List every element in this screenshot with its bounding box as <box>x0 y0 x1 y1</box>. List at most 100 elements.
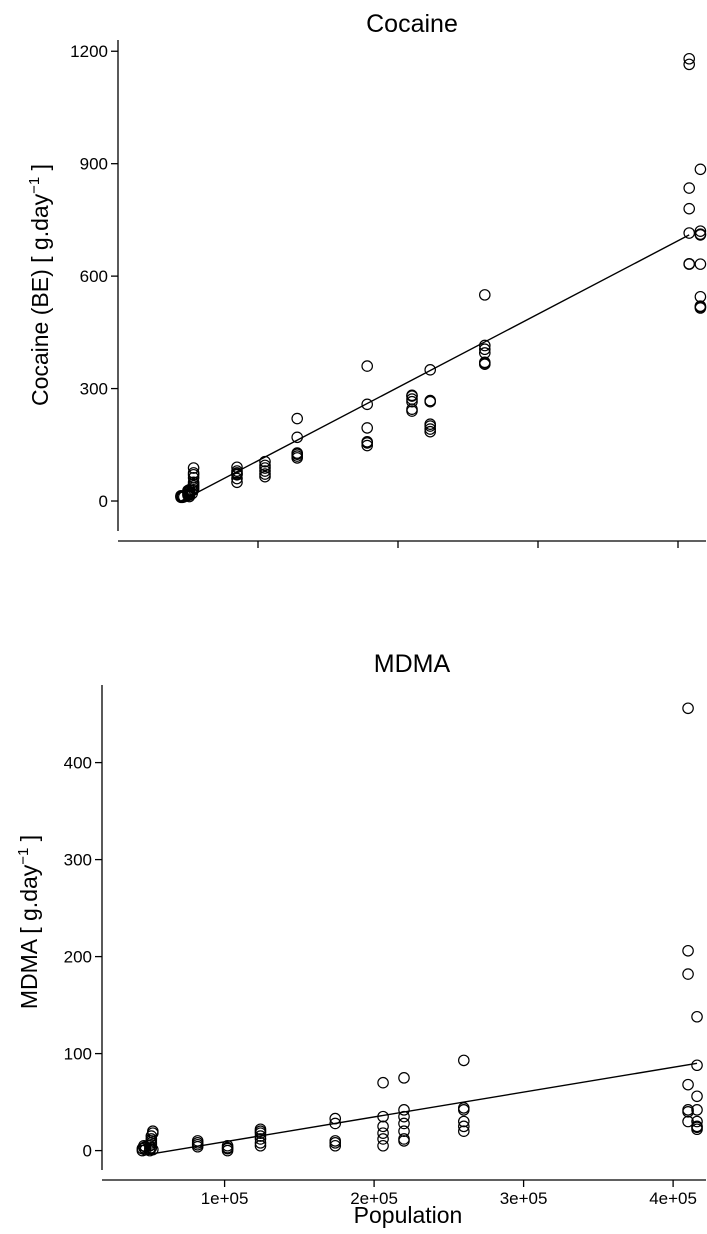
mdma-data-point <box>221 1139 234 1152</box>
cocaine-data-point <box>694 258 707 270</box>
mdma-data-point <box>398 1117 410 1130</box>
cocaine-data-point <box>478 343 491 356</box>
mdma-data-point <box>682 1078 694 1091</box>
cocaine-data-point <box>424 423 436 435</box>
mdma-fit-line-group <box>142 1062 698 1157</box>
mdma-data-point <box>682 968 694 980</box>
mdma-data-point <box>329 1135 342 1147</box>
mdma-y-axis-label: MDMA [ g.day−1 ] <box>15 835 42 1009</box>
cocaine-y-tick-label: 300 <box>80 380 108 399</box>
mdma-y-tick-label: 300 <box>64 851 92 870</box>
cocaine-data-point <box>187 467 200 479</box>
mdma-data-point <box>147 1125 159 1137</box>
mdma-data-point <box>145 1138 158 1151</box>
cocaine-data-point <box>683 182 695 194</box>
mdma-data-point <box>254 1123 267 1136</box>
mdma-data-point <box>458 1115 470 1128</box>
mdma-data-point <box>254 1137 267 1149</box>
mdma-y-tick-label: 200 <box>64 948 92 967</box>
cocaine-data-point <box>694 228 707 240</box>
mdma-data-point <box>377 1133 389 1145</box>
mdma-data-point <box>458 1120 470 1133</box>
mdma-data-point <box>147 1143 159 1156</box>
cocaine-data-point <box>694 163 707 176</box>
mdma-data-point <box>691 1090 703 1103</box>
cocaine-data-point <box>259 462 271 474</box>
mdma-data-point <box>398 1104 410 1116</box>
mdma-data-point <box>254 1139 267 1152</box>
mdma-data-point <box>377 1127 389 1139</box>
mdma-x-tick-label: 4e+05 <box>649 1189 697 1208</box>
cocaine-data-point <box>683 257 695 270</box>
mdma-data-point <box>377 1076 389 1089</box>
cocaine-data-point <box>478 339 491 352</box>
mdma-data-point <box>682 702 694 715</box>
mdma-data-point <box>458 1054 470 1067</box>
mdma-data-point <box>398 1125 410 1137</box>
cocaine-data-point <box>424 418 436 430</box>
mdma-data-point <box>398 1072 410 1084</box>
cocaine-data-point <box>478 289 491 301</box>
cocaine-data-point <box>291 412 303 425</box>
mdma-data-point <box>691 1115 703 1128</box>
mdma-y-axis-label-end: ] <box>16 835 42 848</box>
cocaine-data-point <box>361 398 373 411</box>
cocaine-data-point <box>683 227 695 239</box>
cocaine-data-point <box>187 483 200 496</box>
cocaine-chart-title: Cocaine <box>366 10 458 38</box>
cocaine-data-point <box>361 360 373 372</box>
cocaine-y-axis-label-end: ] <box>27 164 53 177</box>
mdma-fit-line <box>142 1062 698 1157</box>
cocaine-x-ticks <box>257 541 679 548</box>
cocaine-data-point <box>259 470 271 483</box>
mdma-data-point <box>254 1130 267 1142</box>
mdma-y-tick-label: 400 <box>64 754 92 773</box>
mdma-data-point <box>329 1117 342 1130</box>
cocaine-data-point <box>187 462 200 474</box>
cocaine-data-point <box>406 389 418 402</box>
cocaine-data-point <box>187 471 200 484</box>
cocaine-y-axis-label-superscript: −1 <box>26 177 43 194</box>
cocaine-data-point <box>259 455 271 468</box>
mdma-data-point <box>377 1139 389 1152</box>
cocaine-y-axis-label: Cocaine (BE) [ g.day−1 ] <box>26 164 53 406</box>
mdma-x-tick-label: 2e+05 <box>350 1189 398 1208</box>
mdma-data-point <box>377 1110 389 1123</box>
cocaine-data-point <box>406 393 418 405</box>
cocaine-chart: Cocaine Cocaine (BE) [ g.day−1 ] 0 300 600… <box>26 10 707 548</box>
mdma-y-tick-label: 100 <box>64 1045 92 1064</box>
mdma-data-point <box>682 944 694 957</box>
cocaine-y-axis-label-main: Cocaine (BE) [ g.day <box>27 193 53 406</box>
cocaine-data-point <box>231 472 243 485</box>
cocaine-data-point <box>694 225 707 237</box>
cocaine-data-point <box>683 58 695 71</box>
mdma-y-axis-label-main: MDMA [ g.day <box>16 864 42 1009</box>
mdma-chart-title: MDMA <box>374 650 451 678</box>
cocaine-data-point <box>291 447 303 459</box>
mdma-data-point <box>458 1125 470 1137</box>
cocaine-data-point <box>187 478 200 490</box>
mdma-x-tick-label: 3e+05 <box>500 1189 548 1208</box>
mdma-data-point <box>329 1139 342 1152</box>
cocaine-data-point <box>424 364 436 376</box>
mdma-y-axis-label-superscript: −1 <box>15 848 32 865</box>
mdma-y-tick-label: 0 <box>83 1142 92 1161</box>
mdma-x-ticks: 1e+05 2e+05 3e+05 4e+05 <box>201 1180 697 1208</box>
mdma-data-point <box>398 1133 410 1145</box>
cocaine-y-tick-label: 900 <box>80 155 108 174</box>
mdma-data-point <box>191 1135 204 1147</box>
mdma-data-point <box>329 1112 342 1125</box>
cocaine-y-tick-label: 1200 <box>70 42 108 61</box>
mdma-data-point <box>682 1106 694 1118</box>
cocaine-data-point <box>291 431 303 444</box>
mdma-x-tick-label: 1e+05 <box>201 1189 249 1208</box>
cocaine-data-point <box>424 394 436 407</box>
cocaine-data-point <box>231 476 243 489</box>
cocaine-data-point <box>683 202 695 215</box>
mdma-data-point <box>691 1121 703 1134</box>
cocaine-data-point <box>478 357 491 369</box>
cocaine-data-point <box>361 422 373 434</box>
cocaine-data-point <box>424 425 436 438</box>
cocaine-data-point <box>683 52 695 65</box>
